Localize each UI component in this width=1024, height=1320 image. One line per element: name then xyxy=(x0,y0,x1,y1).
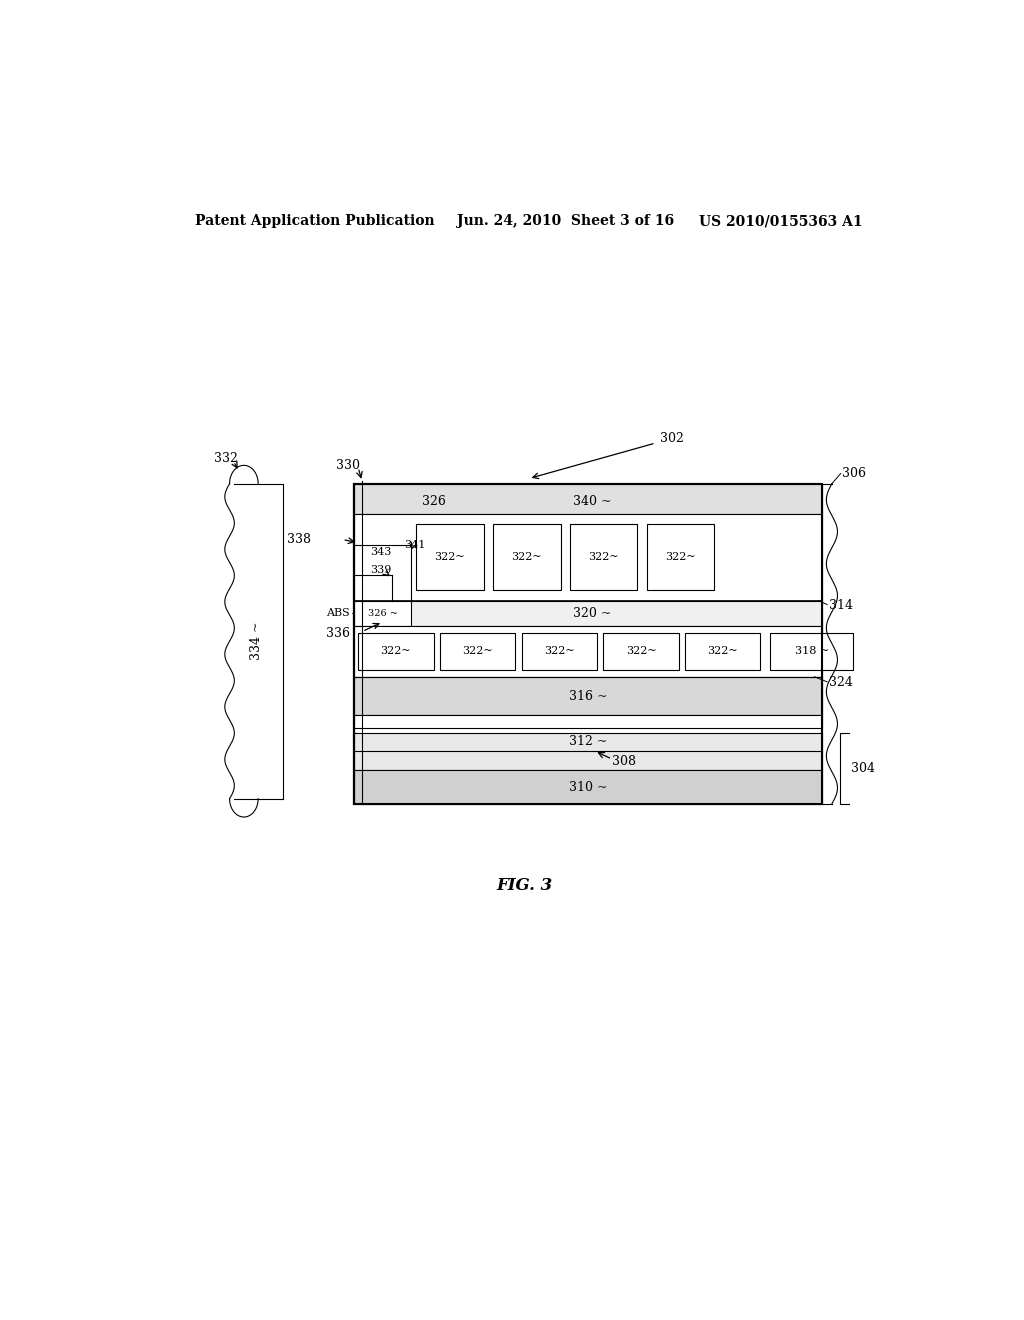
Text: 322~: 322~ xyxy=(381,647,412,656)
Text: 322~: 322~ xyxy=(434,552,465,562)
Text: 336: 336 xyxy=(327,627,350,640)
Text: 326: 326 xyxy=(422,495,445,508)
Bar xyxy=(354,483,822,804)
Text: 308: 308 xyxy=(612,755,636,768)
Bar xyxy=(416,524,483,590)
Bar xyxy=(603,634,679,669)
Text: 322~: 322~ xyxy=(666,552,696,562)
Bar xyxy=(354,601,822,626)
Text: 322~: 322~ xyxy=(589,552,620,562)
Text: 334 ~: 334 ~ xyxy=(250,622,263,660)
Bar xyxy=(570,524,638,590)
Text: 322~: 322~ xyxy=(708,647,738,656)
Bar xyxy=(354,715,822,727)
Text: 318 ~: 318 ~ xyxy=(795,647,828,656)
Text: Patent Application Publication: Patent Application Publication xyxy=(196,214,435,228)
Bar xyxy=(354,483,822,804)
Text: 312 ~: 312 ~ xyxy=(569,735,607,748)
Text: 340 ~: 340 ~ xyxy=(573,495,611,508)
Bar xyxy=(521,634,597,669)
Bar xyxy=(354,733,822,771)
Text: FIG. 3: FIG. 3 xyxy=(497,876,553,894)
Bar xyxy=(354,771,822,804)
Text: 304: 304 xyxy=(851,762,874,775)
Text: 314: 314 xyxy=(828,599,853,612)
Text: 322~: 322~ xyxy=(544,647,574,656)
Bar xyxy=(494,524,560,590)
Text: 322~: 322~ xyxy=(462,647,493,656)
Bar xyxy=(358,634,433,669)
Text: 302: 302 xyxy=(659,433,684,445)
Text: 341: 341 xyxy=(404,540,426,549)
Text: 332: 332 xyxy=(214,451,238,465)
Bar xyxy=(354,601,412,626)
Text: 316 ~: 316 ~ xyxy=(569,689,607,702)
Text: 310 ~: 310 ~ xyxy=(569,780,607,793)
Text: 330: 330 xyxy=(336,459,359,471)
Text: 338: 338 xyxy=(287,533,310,546)
Bar xyxy=(647,524,715,590)
Bar xyxy=(354,626,822,677)
Bar xyxy=(770,634,853,669)
Bar xyxy=(440,634,515,669)
Text: 306: 306 xyxy=(842,467,866,480)
Text: 322~: 322~ xyxy=(626,647,656,656)
Text: 343: 343 xyxy=(370,546,391,557)
Text: 324: 324 xyxy=(828,676,853,689)
Text: 322~: 322~ xyxy=(511,552,542,562)
Text: US 2010/0155363 A1: US 2010/0155363 A1 xyxy=(699,214,863,228)
Text: 339: 339 xyxy=(370,565,391,576)
Bar xyxy=(354,483,822,515)
Text: 326 ~: 326 ~ xyxy=(368,609,397,618)
Text: 320 ~: 320 ~ xyxy=(573,607,611,620)
Bar xyxy=(685,634,761,669)
Text: ABS: ABS xyxy=(327,609,350,618)
Text: Jun. 24, 2010  Sheet 3 of 16: Jun. 24, 2010 Sheet 3 of 16 xyxy=(458,214,675,228)
Bar xyxy=(354,677,822,715)
Bar xyxy=(354,515,822,601)
